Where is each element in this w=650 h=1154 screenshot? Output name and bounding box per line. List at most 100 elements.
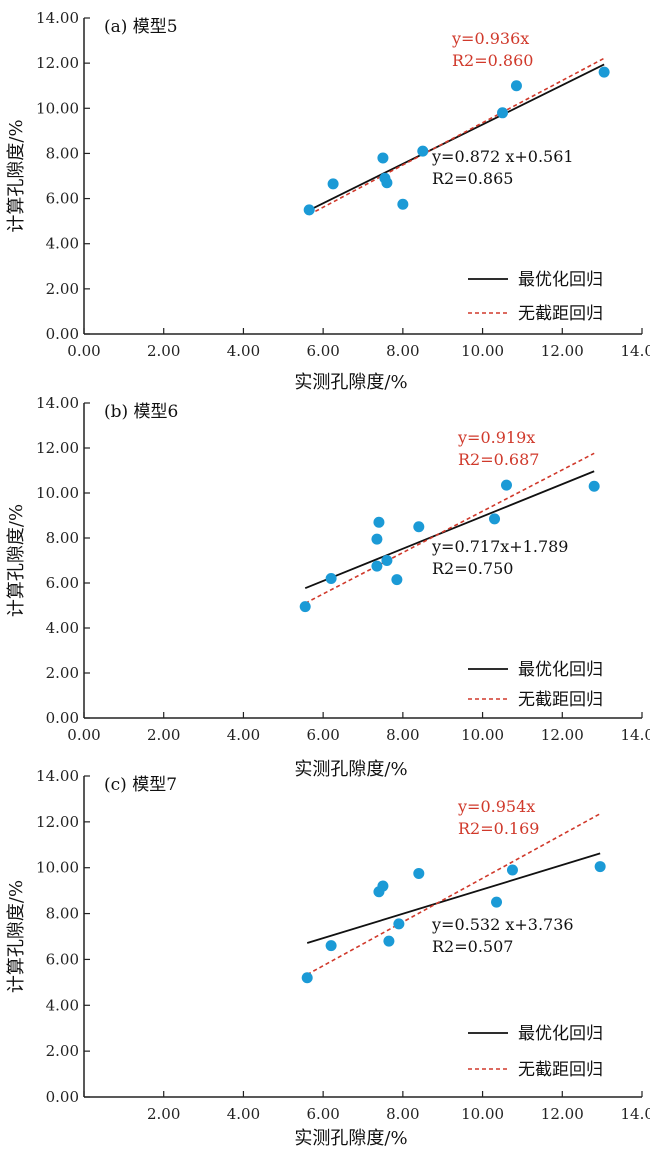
- data-point: [594, 861, 606, 873]
- x-axis-title: 实测孔隙度/%: [294, 759, 407, 780]
- legend-fit-label: 最优化回归: [518, 270, 603, 290]
- y-tick-label: 4.00: [46, 996, 79, 1014]
- y-tick-label: 0.00: [46, 709, 79, 727]
- data-point: [381, 555, 393, 566]
- y-tick-label: 6.00: [46, 950, 79, 968]
- data-point: [510, 80, 522, 92]
- x-tick-label: 8.00: [386, 342, 419, 360]
- chart-panel-c: 0.00 2.00 4.00 6.00 8.00 10.00 12.00 14.00 2.00 4…: [6, 767, 650, 1149]
- x-tick-label: 14.00: [621, 1105, 650, 1123]
- data-point: [301, 972, 313, 984]
- data-point: [299, 601, 311, 613]
- legend-no-intercept-label: 无截距回归: [518, 304, 603, 324]
- data-point: [500, 479, 512, 491]
- y-tick-label: 12.00: [36, 813, 79, 831]
- panel-title: (a) 模型5: [104, 17, 178, 37]
- x-tick-label: 0.00: [67, 342, 100, 360]
- y-axis-title: 计算孔隙度/%: [6, 504, 27, 617]
- no-intercept-equation: y=0.919x: [457, 428, 535, 447]
- data-point: [491, 896, 503, 908]
- x-tick-label: 12.00: [541, 726, 584, 744]
- y-tick-label: 8.00: [46, 144, 79, 162]
- x-tick-label: 4.00: [227, 342, 260, 360]
- chart-panel-a: 0.00 2.00 4.00 6.00 8.00 10.00 12.00 14.00 0.00 2…: [6, 9, 650, 393]
- y-tick-label: 10.00: [36, 99, 79, 117]
- x-tick-label: 8.00: [386, 726, 419, 744]
- x-tick-label: 6.00: [306, 1105, 339, 1123]
- x-tick-label: 10.00: [461, 726, 504, 744]
- y-tick-label: 14.00: [36, 394, 79, 412]
- no-intercept-equation: y=0.954x: [457, 797, 535, 816]
- y-tick-label: 2.00: [46, 1042, 79, 1060]
- fit-regression-line: [304, 470, 595, 590]
- fit-equation: y=0.532 x+3.736: [431, 915, 574, 934]
- y-tick-label: 10.00: [36, 859, 79, 877]
- fit-r2: R2=0.865: [432, 169, 513, 188]
- x-tick-label: 10.00: [461, 1105, 504, 1123]
- no-intercept-r2: R2=0.687: [458, 450, 539, 469]
- x-tick-label: 6.00: [306, 726, 339, 744]
- fit-r2: R2=0.507: [432, 937, 513, 956]
- data-point: [373, 516, 385, 528]
- y-tick-label: 6.00: [46, 574, 79, 592]
- y-tick-label: 4.00: [46, 235, 79, 253]
- x-tick-label: 2.00: [147, 342, 180, 360]
- legend-no-intercept-label: 无截距回归: [518, 690, 603, 710]
- fit-r2: R2=0.750: [432, 559, 513, 578]
- x-tick-label: 8.00: [386, 1105, 419, 1123]
- legend-fit-label: 最优化回归: [518, 660, 603, 680]
- data-point: [327, 178, 339, 190]
- chart-panel-b: 0.00 2.00 4.00 6.00 8.00 10.00 12.00 14.00 0.00 2…: [6, 394, 650, 780]
- y-tick-label: 8.00: [46, 529, 79, 547]
- y-tick-label: 0.00: [46, 325, 79, 343]
- data-point: [489, 513, 501, 525]
- panel-title: (c) 模型7: [104, 775, 177, 795]
- no-intercept-equation: y=0.936x: [451, 29, 529, 48]
- fit-regression-line: [308, 63, 605, 211]
- no-intercept-regression-line: [304, 452, 595, 604]
- data-point: [397, 198, 409, 210]
- data-point: [413, 521, 425, 533]
- x-axis-title: 实测孔隙度/%: [294, 1128, 407, 1149]
- x-tick-label: 6.00: [306, 342, 339, 360]
- y-tick-label: 0.00: [46, 1088, 79, 1106]
- legend-fit-label: 最优化回归: [518, 1024, 603, 1044]
- data-point: [325, 940, 337, 952]
- data-point: [598, 66, 610, 78]
- x-tick-label: 14.00: [621, 342, 650, 360]
- data-point: [393, 918, 405, 930]
- y-tick-label: 6.00: [46, 190, 79, 208]
- data-point: [588, 480, 600, 492]
- x-tick-label: 0.00: [67, 726, 100, 744]
- y-tick-label: 12.00: [36, 54, 79, 72]
- y-tick-label: 8.00: [46, 905, 79, 923]
- data-point: [417, 145, 429, 157]
- no-intercept-r2: R2=0.169: [458, 819, 539, 838]
- x-tick-label: 12.00: [541, 1105, 584, 1123]
- data-point: [325, 573, 337, 584]
- data-point: [381, 177, 393, 189]
- x-tick-label: 2.00: [147, 726, 180, 744]
- fit-equation: y=0.717x+1.789: [431, 537, 568, 556]
- data-point: [371, 560, 383, 572]
- x-tick-label: 4.00: [227, 1105, 260, 1123]
- y-tick-label: 2.00: [46, 280, 79, 298]
- data-point: [377, 152, 389, 164]
- x-tick-label: 12.00: [541, 342, 584, 360]
- data-point: [506, 864, 518, 876]
- y-tick-label: 14.00: [36, 767, 79, 785]
- data-point: [383, 935, 395, 947]
- x-tick-label: 4.00: [227, 726, 260, 744]
- x-axis-title: 实测孔隙度/%: [294, 372, 407, 393]
- data-point: [303, 204, 315, 216]
- y-tick-label: 10.00: [36, 484, 79, 502]
- x-tick-label: 10.00: [461, 342, 504, 360]
- data-point: [371, 533, 383, 545]
- y-axis-title: 计算孔隙度/%: [6, 119, 27, 232]
- y-tick-label: 4.00: [46, 619, 79, 637]
- no-intercept-r2: R2=0.860: [452, 51, 533, 70]
- x-tick-label: 14.00: [621, 726, 650, 744]
- data-point: [497, 107, 508, 119]
- panel-title: (b) 模型6: [104, 402, 178, 422]
